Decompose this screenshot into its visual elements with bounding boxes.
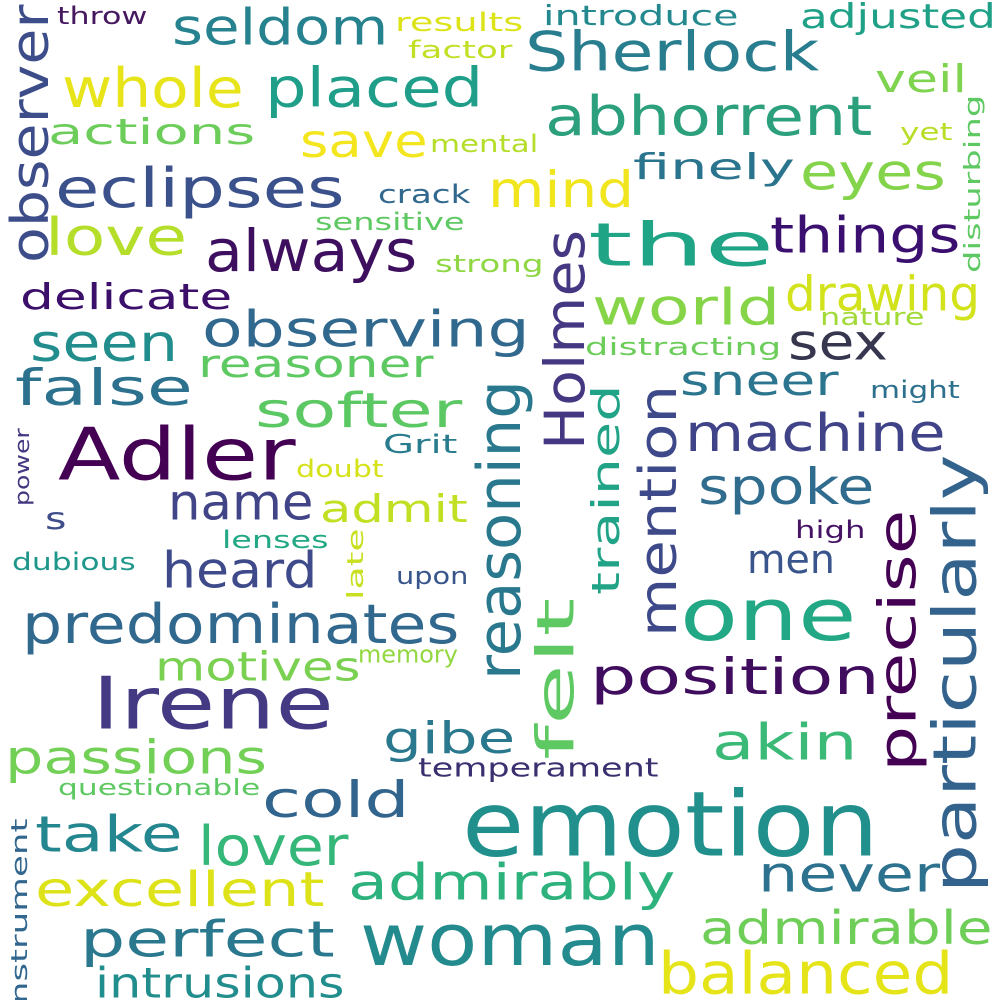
cloud-word: balanced xyxy=(658,940,954,1000)
cloud-word: seen xyxy=(30,314,179,374)
cloud-word: excellent xyxy=(35,862,325,918)
cloud-word: take xyxy=(35,805,183,864)
cloud-word: abhorrent xyxy=(545,85,873,148)
cloud-word: reasoning xyxy=(465,380,535,680)
cloud-word: admirable xyxy=(700,901,993,955)
cloud-word: late xyxy=(344,528,369,600)
cloud-word: disturbing xyxy=(961,94,986,273)
cloud-word: position xyxy=(590,647,880,707)
cloud-word: heard xyxy=(162,542,318,600)
cloud-word: lover xyxy=(198,815,349,878)
cloud-word: motives xyxy=(155,643,361,691)
cloud-word: actions xyxy=(48,112,256,153)
cloud-word: mind xyxy=(488,161,635,219)
cloud-word: temperament xyxy=(418,752,659,783)
cloud-word: precise xyxy=(866,509,929,772)
cloud-word: mention xyxy=(627,384,689,637)
cloud-word: admit xyxy=(320,487,468,531)
cloud-word: sensitive xyxy=(315,208,465,236)
cloud-word: felt xyxy=(525,597,587,760)
cloud-word: drawing xyxy=(785,265,981,323)
cloud-word: predominates xyxy=(22,593,460,656)
cloud-word: s xyxy=(45,502,67,537)
cloud-word: name xyxy=(168,474,314,532)
cloud-word: results xyxy=(395,8,524,38)
cloud-word: questionable xyxy=(58,776,261,801)
cloud-word: love xyxy=(45,208,188,268)
cloud-word: dubious xyxy=(12,548,136,576)
cloud-word: Irene xyxy=(92,661,334,746)
cloud-word: finely xyxy=(633,147,795,188)
cloud-word: might xyxy=(870,376,960,404)
cloud-word: one xyxy=(680,573,857,658)
cloud-word: perfect xyxy=(80,910,335,969)
cloud-word: power xyxy=(10,428,34,506)
cloud-word: factor xyxy=(408,36,513,64)
cloud-word: seldom xyxy=(172,0,389,57)
cloud-word: introduce xyxy=(543,0,739,32)
cloud-word: trained xyxy=(584,384,629,595)
cloud-word: eyes xyxy=(800,144,946,202)
cloud-word: Grit xyxy=(383,430,458,460)
cloud-word: emotion xyxy=(462,772,879,878)
cloud-word: mental xyxy=(430,130,539,158)
cloud-word: spoke xyxy=(698,458,875,516)
cloud-word: memory xyxy=(358,641,458,670)
cloud-word: false xyxy=(15,359,193,417)
cloud-word: high xyxy=(795,516,866,544)
cloud-word: reasoner xyxy=(198,342,434,386)
cloud-word: distracting xyxy=(585,333,782,361)
cloud-word: sneer xyxy=(680,356,839,405)
cloud-word: never xyxy=(758,846,941,904)
cloud-word: things xyxy=(770,205,961,265)
cloud-word: save xyxy=(300,114,428,168)
cloud-word: throw xyxy=(57,2,148,30)
cloud-word: veil xyxy=(875,57,967,101)
cloud-word: instrument xyxy=(8,818,33,1000)
cloud-word: upon xyxy=(396,562,469,590)
cloud-word: particularly xyxy=(919,454,990,893)
cloud-word: delicate xyxy=(20,277,233,318)
cloud-word: world xyxy=(592,279,781,337)
cloud-word: nature xyxy=(820,303,925,331)
cloud-word: gibe xyxy=(383,713,516,764)
cloud-word: yet xyxy=(900,118,953,146)
cloud-word: strong xyxy=(435,250,544,278)
cloud-word: eclipses xyxy=(55,157,345,220)
cloud-word: passions xyxy=(5,731,268,785)
cloud-word: placed xyxy=(265,57,484,120)
cloud-word: adjusted xyxy=(800,0,996,37)
cloud-word: intrusions xyxy=(95,959,345,1000)
cloud-word: always xyxy=(205,217,418,285)
cloud-word: akin xyxy=(712,713,858,772)
cloud-word: observing xyxy=(202,301,530,359)
cloud-word: doubt xyxy=(296,455,384,483)
cloud-word: cold xyxy=(262,771,410,829)
cloud-word: lenses xyxy=(222,526,329,554)
cloud-word: admirably xyxy=(348,853,676,912)
cloud-word: crack xyxy=(378,180,471,210)
cloud-word: men xyxy=(747,537,835,583)
cloud-word: the xyxy=(588,209,775,281)
cloud-word: softer xyxy=(255,383,463,439)
cloud-word: machine xyxy=(685,404,946,464)
cloud-word: Sherlock xyxy=(525,20,820,84)
cloud-word: whole xyxy=(62,57,244,120)
cloud-word: Adler xyxy=(58,413,296,498)
cloud-word: sex xyxy=(788,314,888,372)
cloud-word: woman xyxy=(360,898,660,983)
